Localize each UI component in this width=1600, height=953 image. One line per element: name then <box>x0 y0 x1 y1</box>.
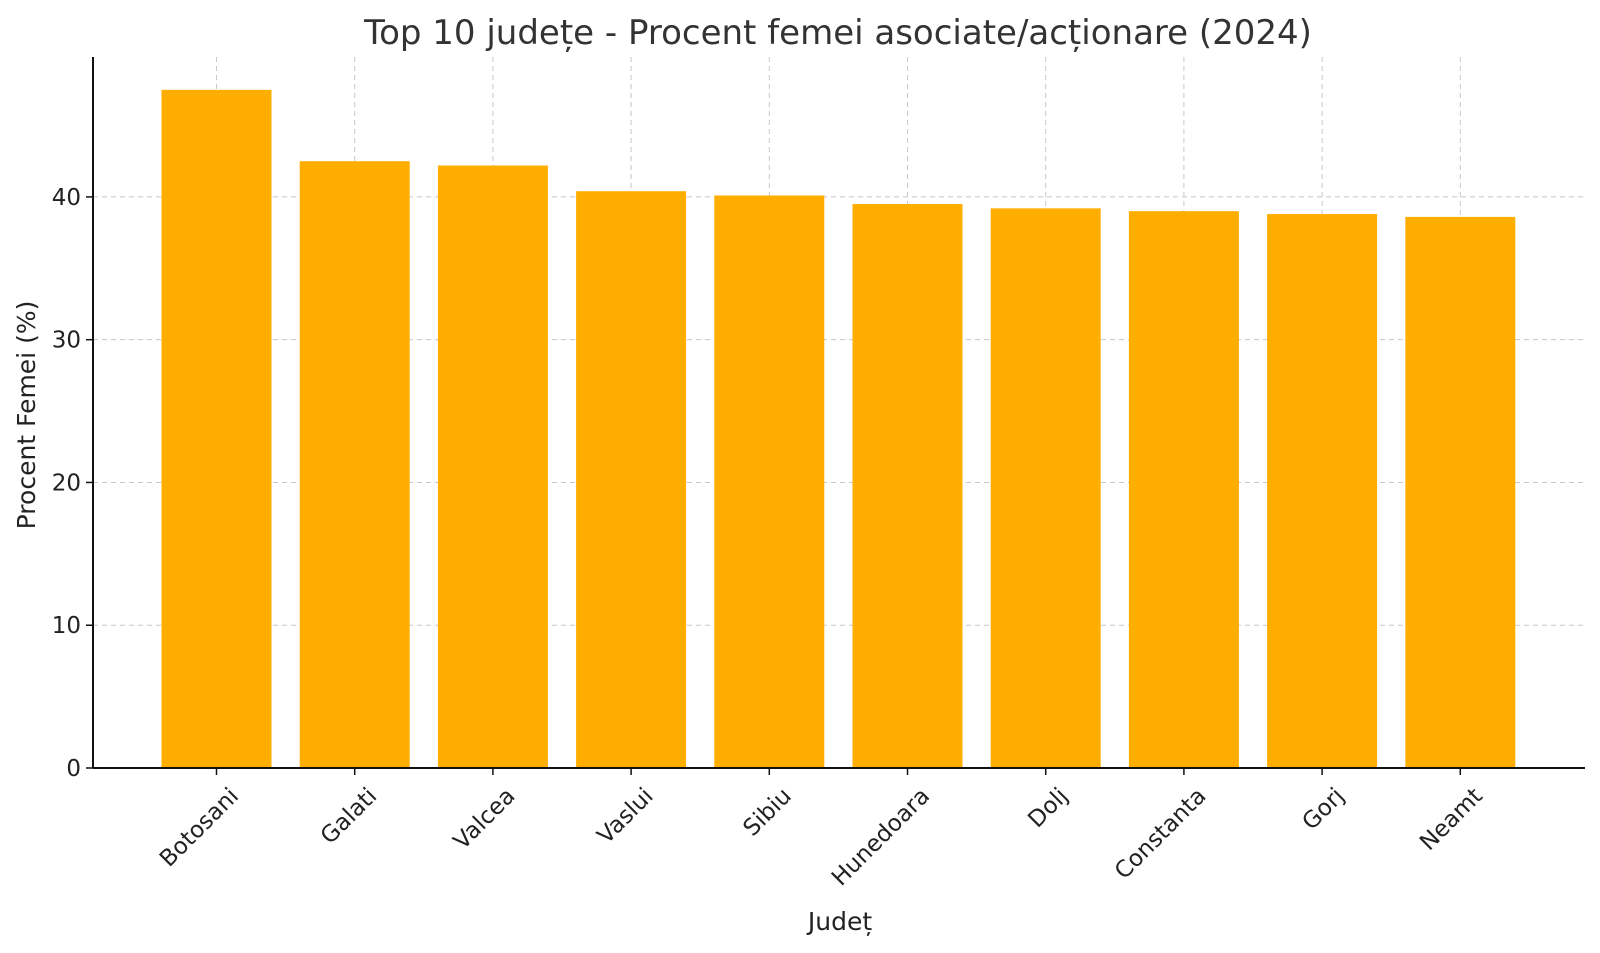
y-tick-label: 0 <box>66 756 81 782</box>
y-tick-label: 10 <box>52 613 81 639</box>
x-tick-label: Valcea <box>449 783 521 855</box>
x-tick-label: Hunedoara <box>827 783 935 891</box>
x-tick-label: Gorj <box>1298 783 1350 835</box>
x-tick-label: Constanta <box>1110 783 1211 884</box>
bar <box>1405 216 1516 768</box>
x-tick-label: Vaslui <box>593 783 659 849</box>
bar <box>437 165 548 768</box>
bar <box>299 161 410 768</box>
x-axis-title: Județ <box>806 907 872 936</box>
y-tick-label: 30 <box>52 328 81 354</box>
x-tick-label: Botosani <box>155 783 244 872</box>
x-tick-label: Neamt <box>1415 783 1488 856</box>
bar <box>714 195 825 769</box>
chart-title: Top 10 județe - Procent femei asociate/a… <box>363 13 1312 53</box>
x-tick-label: Sibiu <box>738 783 796 841</box>
bar <box>1128 211 1239 769</box>
x-tick-label: Dolj <box>1023 783 1073 833</box>
y-axis-title: Procent Femei (%) <box>12 301 41 530</box>
y-axis-ticks: 0 10 20 30 40 <box>52 185 93 782</box>
bar <box>990 208 1101 769</box>
y-tick-label: 40 <box>52 185 81 211</box>
bar <box>576 191 687 768</box>
bars <box>161 89 1516 769</box>
bar <box>852 204 963 769</box>
y-tick-label: 20 <box>52 470 81 496</box>
x-tick-label: Galati <box>316 783 382 849</box>
bar <box>1267 214 1378 768</box>
axes <box>92 57 1585 769</box>
x-axis-ticks: Botosani Galati Valcea Vaslui Sibiu Hunedoara… <box>155 768 1488 891</box>
bar <box>161 89 272 769</box>
